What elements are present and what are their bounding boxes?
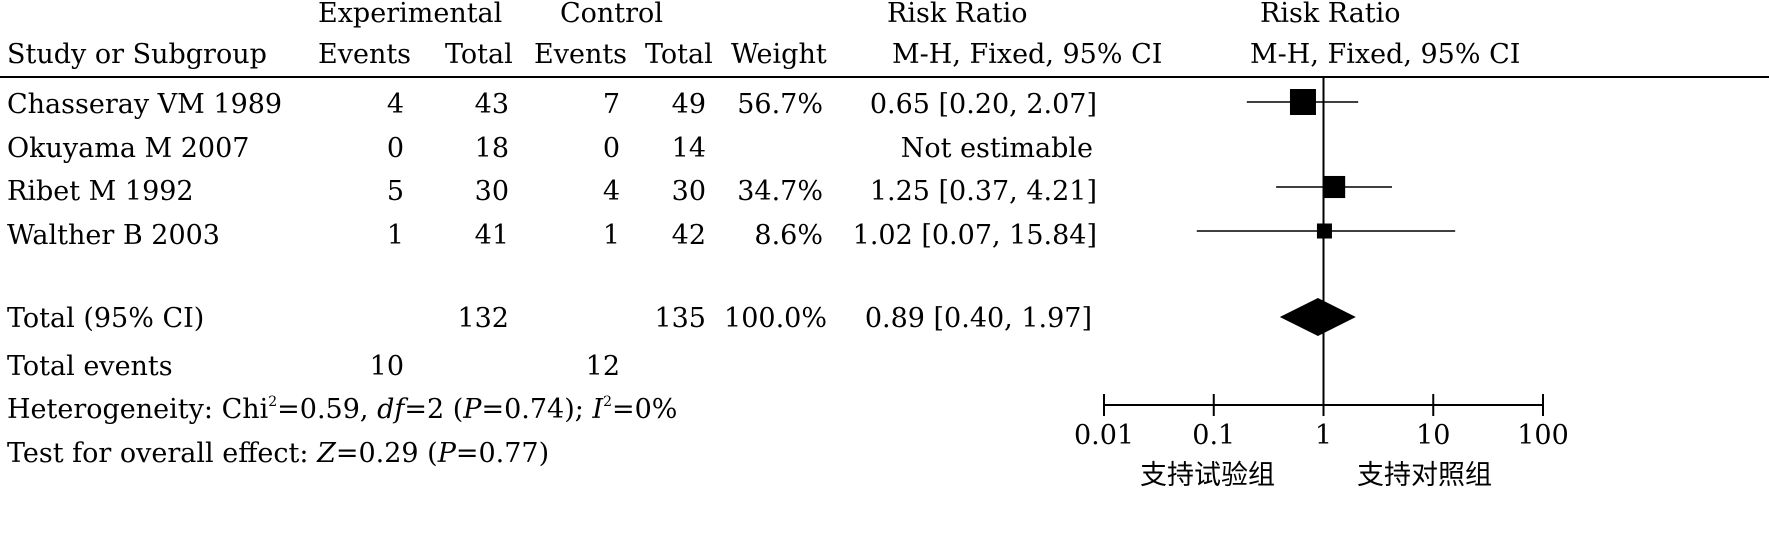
x-tick-label: 100 — [1517, 420, 1569, 451]
heterogeneity-df-value: =2 ( — [404, 394, 464, 425]
overall-p-label: P — [437, 438, 456, 469]
overall-prefix: Test for overall effect: — [7, 438, 318, 469]
total-ci: 0.89 [0.40, 1.97] — [864, 303, 1092, 334]
col-total2: Total — [645, 39, 713, 70]
study-ci: Not estimable — [900, 133, 1093, 164]
study-weight: 8.6% — [754, 220, 823, 251]
study-ci: 1.25 [0.37, 4.21] — [869, 176, 1097, 207]
study-total2: 42 — [671, 220, 706, 251]
study-ci: 1.02 [0.07, 15.84] — [852, 220, 1097, 251]
study-total2: 49 — [671, 89, 706, 120]
study-name: Okuyama M 2007 — [7, 133, 250, 164]
study-events1: 4 — [386, 89, 404, 120]
study-total2: 14 — [671, 133, 706, 164]
heterogeneity-sup2: 2 — [603, 394, 612, 410]
col-total1: Total — [445, 39, 513, 70]
group2-header: Control — [560, 0, 663, 29]
overall-z-value: =0.29 ( — [335, 438, 438, 469]
study-total2: 30 — [671, 176, 706, 207]
effect-header-right: Risk Ratio — [1260, 0, 1401, 29]
group1-header: Experimental — [318, 0, 503, 29]
study-events2: 4 — [602, 176, 620, 207]
overall-p-value: =0.77) — [455, 438, 550, 469]
col-study: Study or Subgroup — [7, 39, 267, 70]
study-ci: 0.65 [0.20, 2.07] — [869, 89, 1097, 120]
total-total2: 135 — [654, 303, 706, 334]
total-weight: 100.0% — [724, 303, 827, 334]
method-left: M-H, Fixed, 95% CI — [892, 39, 1163, 70]
study-events1: 0 — [386, 133, 404, 164]
heterogeneity-i-value: =0% — [612, 394, 678, 425]
x-tick-label: 1 — [1315, 420, 1332, 451]
col-events2: Events — [534, 39, 628, 70]
total-label: Total (95% CI) — [7, 303, 205, 334]
heterogeneity-chi-value: =0.59, — [277, 394, 378, 425]
x-tick-label: 10 — [1416, 420, 1450, 451]
study-events1: 5 — [386, 176, 404, 207]
study-name: Ribet M 1992 — [7, 176, 194, 207]
heterogeneity-df-label: df — [377, 394, 405, 425]
heterogeneity-i-label: I — [592, 394, 604, 425]
heterogeneity-p-value: =0.74); — [481, 394, 593, 425]
overall-effect-text: Test for overall effect: Z=0.29 (P=0.77) — [7, 440, 549, 467]
study-name: Chasseray VM 1989 — [7, 89, 283, 120]
effect-square — [1316, 223, 1332, 239]
col-events1: Events — [318, 39, 412, 70]
events-events2: 12 — [585, 351, 620, 382]
pooled-diamond — [1279, 298, 1356, 336]
events-events1: 10 — [369, 351, 404, 382]
x-tick-label: 0.1 — [1192, 420, 1235, 451]
heterogeneity-sup1: 2 — [268, 394, 278, 410]
study-total1: 43 — [474, 89, 509, 120]
overall-z-label: Z — [317, 438, 336, 469]
header-divider — [0, 76, 1769, 78]
heterogeneity-text: Heterogeneity: Chi2=0.59, df=2 (P=0.74);… — [7, 394, 678, 425]
effect-square — [1289, 89, 1316, 115]
study-name: Walther B 2003 — [7, 220, 220, 251]
heterogeneity-prefix: Heterogeneity: Chi — [7, 394, 269, 425]
effect-square — [1323, 175, 1346, 199]
study-total1: 41 — [474, 220, 509, 251]
study-events2: 0 — [602, 133, 620, 164]
study-weight: 56.7% — [737, 89, 823, 120]
x-tick-label: 0.01 — [1074, 420, 1134, 451]
method-right: M-H, Fixed, 95% CI — [1250, 39, 1521, 70]
favours-right-label: 支持对照组 — [1357, 460, 1492, 491]
study-events1: 1 — [386, 220, 404, 251]
events-label: Total events — [7, 351, 173, 382]
col-weight: Weight — [731, 39, 827, 70]
effect-header-left: Risk Ratio — [887, 0, 1028, 29]
study-events2: 7 — [602, 89, 620, 120]
study-total1: 30 — [474, 176, 509, 207]
study-weight: 34.7% — [737, 176, 823, 207]
heterogeneity-p-label: P — [463, 394, 482, 425]
favours-left-label: 支持试验组 — [1140, 460, 1275, 491]
study-events2: 1 — [602, 220, 620, 251]
total-total1: 132 — [457, 303, 509, 334]
study-total1: 18 — [474, 133, 509, 164]
